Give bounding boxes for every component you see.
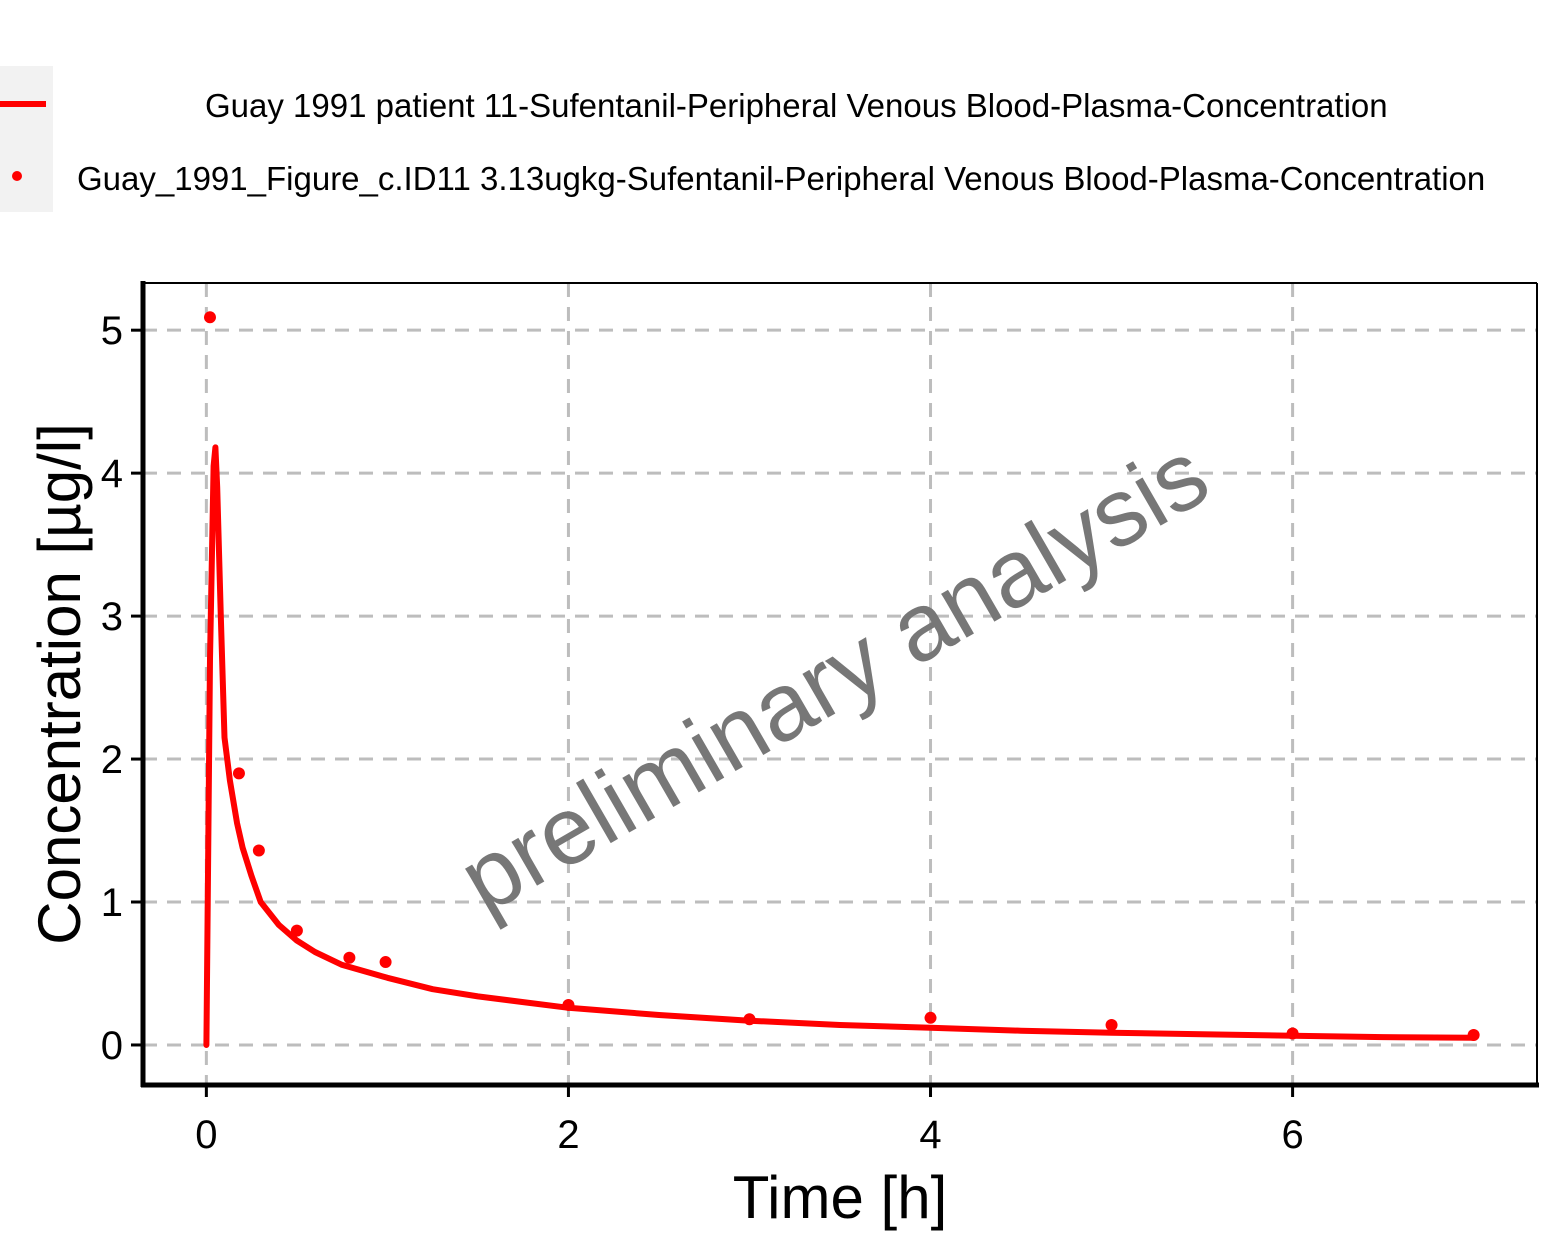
observed-point (232, 767, 245, 780)
y-tick-label: 2 (101, 738, 123, 782)
observed-point (379, 956, 392, 969)
x-axis-title: Time [h] (733, 1164, 947, 1231)
y-tick-label: 3 (101, 595, 123, 639)
observed-point (924, 1011, 937, 1024)
observed-point (562, 998, 575, 1011)
y-tick-label: 0 (101, 1024, 123, 1068)
observed-point (252, 844, 265, 857)
y-tick-label: 1 (101, 881, 123, 925)
y-tick-label: 5 (101, 309, 123, 353)
observed-point (743, 1013, 756, 1026)
observed-point (343, 951, 356, 964)
series-layer (203, 311, 1480, 1048)
observed-point (1467, 1028, 1480, 1041)
y-axis-title: Concentration [µg/l] (26, 423, 93, 945)
observed-point (1105, 1018, 1118, 1031)
watermark: preliminary analysis (442, 420, 1226, 934)
x-tick-label: 6 (1281, 1113, 1303, 1157)
x-tick-label: 0 (195, 1113, 217, 1157)
grid (143, 283, 1537, 1085)
y-tick-label: 4 (101, 452, 123, 496)
legend-label-observed: Guay_1991_Figure_c.ID11 3.13ugkg-Sufenta… (77, 160, 1485, 197)
x-tick-label: 2 (557, 1113, 579, 1157)
legend-box (0, 66, 53, 212)
observed-point (1286, 1027, 1299, 1040)
legend-key-point (12, 171, 22, 181)
simulation-line (203, 444, 1477, 1048)
observed-point (290, 924, 303, 937)
observed-point (203, 311, 216, 324)
legend-label-simulation: Guay 1991 patient 11-Sufentanil-Peripher… (205, 87, 1388, 124)
x-axis: 0 2 4 6 (195, 1085, 1304, 1157)
y-axis: 0 1 2 3 4 5 (101, 309, 143, 1068)
legend: Guay 1991 patient 11-Sufentanil-Peripher… (0, 66, 1485, 212)
x-tick-label: 4 (919, 1113, 941, 1157)
